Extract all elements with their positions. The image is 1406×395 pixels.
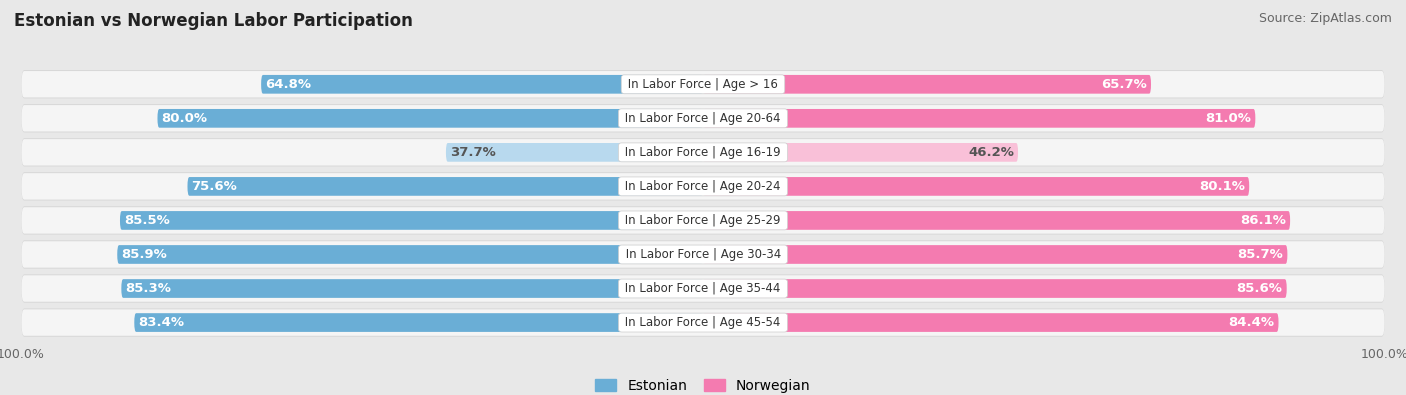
Text: 64.8%: 64.8%	[266, 78, 311, 91]
FancyBboxPatch shape	[703, 75, 1152, 94]
Text: 85.7%: 85.7%	[1237, 248, 1284, 261]
Text: 85.3%: 85.3%	[125, 282, 172, 295]
Text: 37.7%: 37.7%	[450, 146, 496, 159]
Text: 80.0%: 80.0%	[162, 112, 208, 125]
FancyBboxPatch shape	[703, 109, 1256, 128]
Text: Source: ZipAtlas.com: Source: ZipAtlas.com	[1258, 12, 1392, 25]
FancyBboxPatch shape	[187, 177, 703, 196]
FancyBboxPatch shape	[135, 313, 703, 332]
Text: 65.7%: 65.7%	[1101, 78, 1147, 91]
FancyBboxPatch shape	[21, 70, 1385, 98]
Text: In Labor Force | Age 20-64: In Labor Force | Age 20-64	[621, 112, 785, 125]
FancyBboxPatch shape	[21, 241, 1385, 268]
FancyBboxPatch shape	[703, 245, 1288, 264]
FancyBboxPatch shape	[21, 207, 1385, 234]
FancyBboxPatch shape	[21, 207, 1385, 234]
Text: In Labor Force | Age 35-44: In Labor Force | Age 35-44	[621, 282, 785, 295]
FancyBboxPatch shape	[21, 275, 1385, 303]
FancyBboxPatch shape	[157, 109, 703, 128]
FancyBboxPatch shape	[21, 308, 1385, 337]
Text: In Labor Force | Age 16-19: In Labor Force | Age 16-19	[621, 146, 785, 159]
FancyBboxPatch shape	[21, 139, 1385, 166]
FancyBboxPatch shape	[703, 143, 1018, 162]
FancyBboxPatch shape	[703, 279, 1286, 298]
FancyBboxPatch shape	[21, 104, 1385, 132]
Text: In Labor Force | Age 45-54: In Labor Force | Age 45-54	[621, 316, 785, 329]
Text: 85.6%: 85.6%	[1237, 282, 1282, 295]
Text: 81.0%: 81.0%	[1205, 112, 1251, 125]
Text: In Labor Force | Age > 16: In Labor Force | Age > 16	[624, 78, 782, 91]
FancyBboxPatch shape	[21, 275, 1385, 302]
FancyBboxPatch shape	[117, 245, 703, 264]
FancyBboxPatch shape	[21, 71, 1385, 98]
Text: In Labor Force | Age 30-34: In Labor Force | Age 30-34	[621, 248, 785, 261]
FancyBboxPatch shape	[121, 279, 703, 298]
Text: 85.9%: 85.9%	[121, 248, 167, 261]
FancyBboxPatch shape	[21, 173, 1385, 200]
FancyBboxPatch shape	[703, 211, 1291, 230]
FancyBboxPatch shape	[21, 105, 1385, 132]
FancyBboxPatch shape	[262, 75, 703, 94]
FancyBboxPatch shape	[703, 313, 1278, 332]
Legend: Estonian, Norwegian: Estonian, Norwegian	[591, 373, 815, 395]
Text: 85.5%: 85.5%	[124, 214, 170, 227]
FancyBboxPatch shape	[21, 309, 1385, 336]
FancyBboxPatch shape	[446, 143, 703, 162]
FancyBboxPatch shape	[703, 177, 1249, 196]
Text: Estonian vs Norwegian Labor Participation: Estonian vs Norwegian Labor Participatio…	[14, 12, 413, 30]
Text: 83.4%: 83.4%	[138, 316, 184, 329]
FancyBboxPatch shape	[21, 138, 1385, 166]
FancyBboxPatch shape	[21, 173, 1385, 200]
Text: In Labor Force | Age 25-29: In Labor Force | Age 25-29	[621, 214, 785, 227]
Text: 86.1%: 86.1%	[1240, 214, 1286, 227]
Text: 84.4%: 84.4%	[1229, 316, 1274, 329]
Text: In Labor Force | Age 20-24: In Labor Force | Age 20-24	[621, 180, 785, 193]
Text: 46.2%: 46.2%	[969, 146, 1014, 159]
Text: 80.1%: 80.1%	[1199, 180, 1246, 193]
Text: 75.6%: 75.6%	[191, 180, 238, 193]
FancyBboxPatch shape	[21, 241, 1385, 269]
FancyBboxPatch shape	[120, 211, 703, 230]
